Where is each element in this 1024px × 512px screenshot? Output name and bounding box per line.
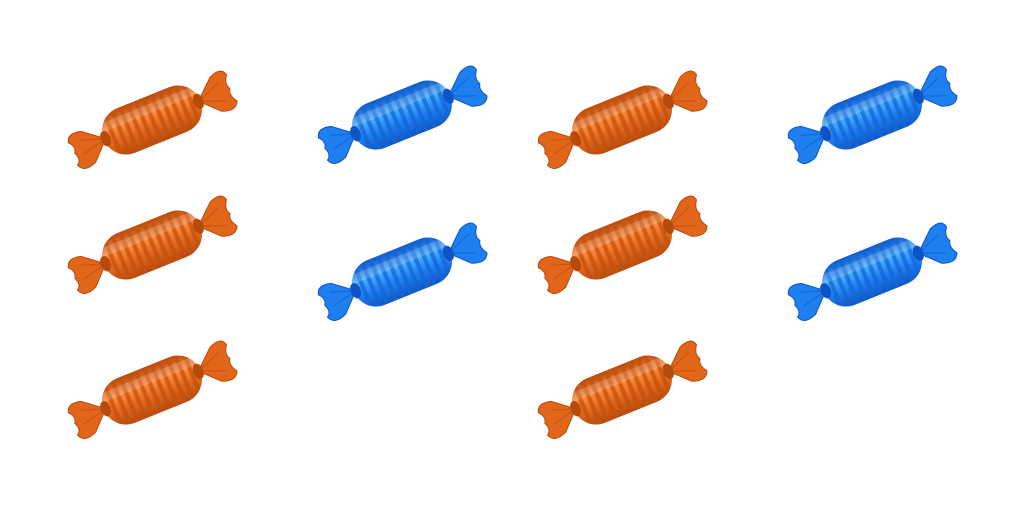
orange-candy-icon [62, 60, 242, 180]
orange-candy-icon [62, 330, 242, 450]
blue-candy-icon [312, 55, 492, 175]
orange-candy-icon [62, 185, 242, 305]
blue-candy-icon [782, 55, 962, 175]
orange-candy-icon [532, 60, 712, 180]
blue-candy-icon [312, 212, 492, 332]
orange-candy-icon [532, 330, 712, 450]
orange-candy-icon [532, 185, 712, 305]
blue-candy-icon [782, 212, 962, 332]
